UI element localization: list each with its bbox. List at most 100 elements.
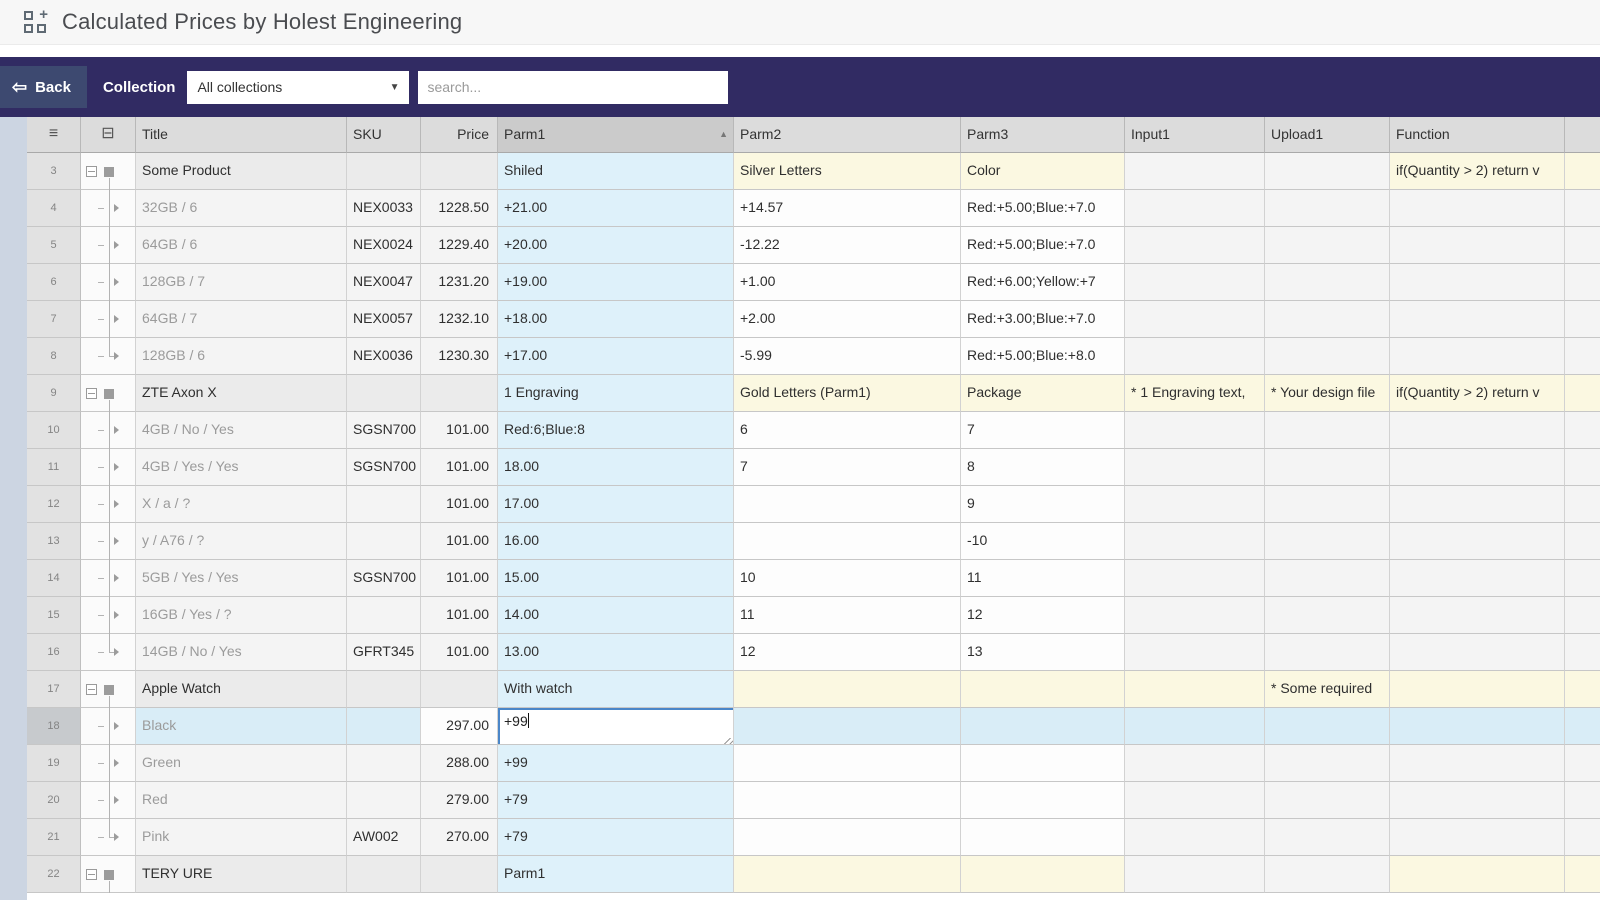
cell-parm2[interactable] [734, 819, 961, 856]
cell-upload1[interactable] [1265, 634, 1390, 671]
row-number[interactable]: 22 [27, 856, 81, 893]
cell-parm3[interactable]: Red:+3.00;Blue:+7.0 [961, 301, 1125, 338]
row-number[interactable]: 14 [27, 560, 81, 597]
cell-parm3[interactable]: Color [961, 153, 1125, 190]
cell-parm1[interactable]: 13.00 [498, 634, 734, 671]
cell-input1[interactable] [1125, 597, 1265, 634]
cell-parm2[interactable] [734, 856, 961, 893]
cell-upload1[interactable] [1265, 449, 1390, 486]
cell-input1[interactable] [1125, 819, 1265, 856]
cell-input1[interactable] [1125, 449, 1265, 486]
cell-parm1[interactable]: 18.00 [498, 449, 734, 486]
column-header-sku[interactable]: SKU [347, 117, 421, 153]
cell-sku[interactable] [347, 856, 421, 893]
column-header-parm2[interactable]: Parm2 [734, 117, 961, 153]
cell-sliver[interactable] [1565, 856, 1600, 893]
cell-title[interactable]: 16GB / Yes / ? [136, 597, 347, 634]
column-header-upload1[interactable]: Upload1 [1265, 117, 1390, 153]
cell-upload1[interactable] [1265, 560, 1390, 597]
cell-price[interactable]: 1229.40 [421, 227, 498, 264]
cell-func[interactable] [1390, 301, 1565, 338]
row-number[interactable]: 15 [27, 597, 81, 634]
cell-parm3[interactable]: 13 [961, 634, 1125, 671]
cell-parm3[interactable]: 11 [961, 560, 1125, 597]
cell-parm1[interactable]: With watch [498, 671, 734, 708]
cell-upload1[interactable] [1265, 782, 1390, 819]
cell-sku[interactable] [347, 597, 421, 634]
cell-parm2[interactable] [734, 523, 961, 560]
cell-input1[interactable] [1125, 523, 1265, 560]
cell-title[interactable]: 128GB / 7 [136, 264, 347, 301]
collection-select[interactable]: All collections ▼ [187, 70, 410, 104]
cell-title[interactable]: y / A76 / ? [136, 523, 347, 560]
cell-sliver[interactable] [1565, 708, 1600, 745]
cell-sliver[interactable] [1565, 745, 1600, 782]
cell-parm2[interactable]: 10 [734, 560, 961, 597]
cell-input1[interactable] [1125, 708, 1265, 745]
cell-sku[interactable] [347, 708, 421, 745]
cell-parm3[interactable]: 9 [961, 486, 1125, 523]
cell-parm2[interactable]: 7 [734, 449, 961, 486]
row-number[interactable]: 19 [27, 745, 81, 782]
cell-sku[interactable] [347, 671, 421, 708]
cell-sliver[interactable] [1565, 486, 1600, 523]
cell-sku[interactable]: GFRT345 [347, 634, 421, 671]
cell-title[interactable]: TERY URE [136, 856, 347, 893]
cell-sku[interactable] [347, 782, 421, 819]
cell-func[interactable] [1390, 523, 1565, 560]
cell-title[interactable]: 32GB / 6 [136, 190, 347, 227]
cell-func[interactable] [1390, 782, 1565, 819]
row-number[interactable]: 4 [27, 190, 81, 227]
cell-parm1[interactable]: 15.00 [498, 560, 734, 597]
cell-upload1[interactable] [1265, 486, 1390, 523]
cell-parm2[interactable] [734, 745, 961, 782]
cell-parm1[interactable]: +19.00 [498, 264, 734, 301]
cell-input1[interactable] [1125, 634, 1265, 671]
cell-parm2[interactable] [734, 671, 961, 708]
cell-price[interactable]: 101.00 [421, 486, 498, 523]
cell-parm1[interactable]: +79 [498, 819, 734, 856]
row-number[interactable]: 13 [27, 523, 81, 560]
cell-parm3[interactable]: -10 [961, 523, 1125, 560]
cell-func[interactable] [1390, 634, 1565, 671]
cell-parm1[interactable]: +20.00 [498, 227, 734, 264]
column-header-parm3[interactable]: Parm3 [961, 117, 1125, 153]
cell-func[interactable] [1390, 708, 1565, 745]
cell-price[interactable] [421, 153, 498, 190]
column-header-price[interactable]: Price [421, 117, 498, 153]
grid-menu-button[interactable]: ≡ [27, 117, 81, 153]
cell-func[interactable]: if(Quantity > 2) return v [1390, 153, 1565, 190]
cell-input1[interactable] [1125, 227, 1265, 264]
cell-func[interactable] [1390, 190, 1565, 227]
cell-upload1[interactable] [1265, 856, 1390, 893]
cell-input1[interactable] [1125, 745, 1265, 782]
cell-sku[interactable] [347, 745, 421, 782]
cell-title[interactable]: 128GB / 6 [136, 338, 347, 375]
cell-parm3[interactable] [961, 745, 1125, 782]
column-header-title[interactable]: Title [136, 117, 347, 153]
cell-price[interactable] [421, 671, 498, 708]
cell-upload1[interactable] [1265, 745, 1390, 782]
cell-price[interactable]: 297.00 [421, 708, 498, 745]
cell-parm1[interactable]: +17.00 [498, 338, 734, 375]
cell-sliver[interactable] [1565, 227, 1600, 264]
cell-parm3[interactable]: Red:+5.00;Blue:+7.0 [961, 227, 1125, 264]
cell-func[interactable] [1390, 560, 1565, 597]
group-toggle[interactable] [81, 375, 136, 412]
row-number[interactable]: 17 [27, 671, 81, 708]
cell-parm2[interactable] [734, 708, 961, 745]
cell-sliver[interactable] [1565, 597, 1600, 634]
cell-parm1[interactable]: +21.00 [498, 190, 734, 227]
cell-price[interactable]: 270.00 [421, 819, 498, 856]
cell-input1[interactable] [1125, 782, 1265, 819]
cell-input1[interactable] [1125, 153, 1265, 190]
cell-func[interactable] [1390, 227, 1565, 264]
cell-price[interactable]: 288.00 [421, 745, 498, 782]
cell-func[interactable] [1390, 449, 1565, 486]
cell-func[interactable] [1390, 486, 1565, 523]
cell-func[interactable] [1390, 856, 1565, 893]
row-number[interactable]: 18 [27, 708, 81, 745]
cell-parm2[interactable]: 12 [734, 634, 961, 671]
cell-parm2[interactable]: +1.00 [734, 264, 961, 301]
cell-title[interactable]: 5GB / Yes / Yes [136, 560, 347, 597]
